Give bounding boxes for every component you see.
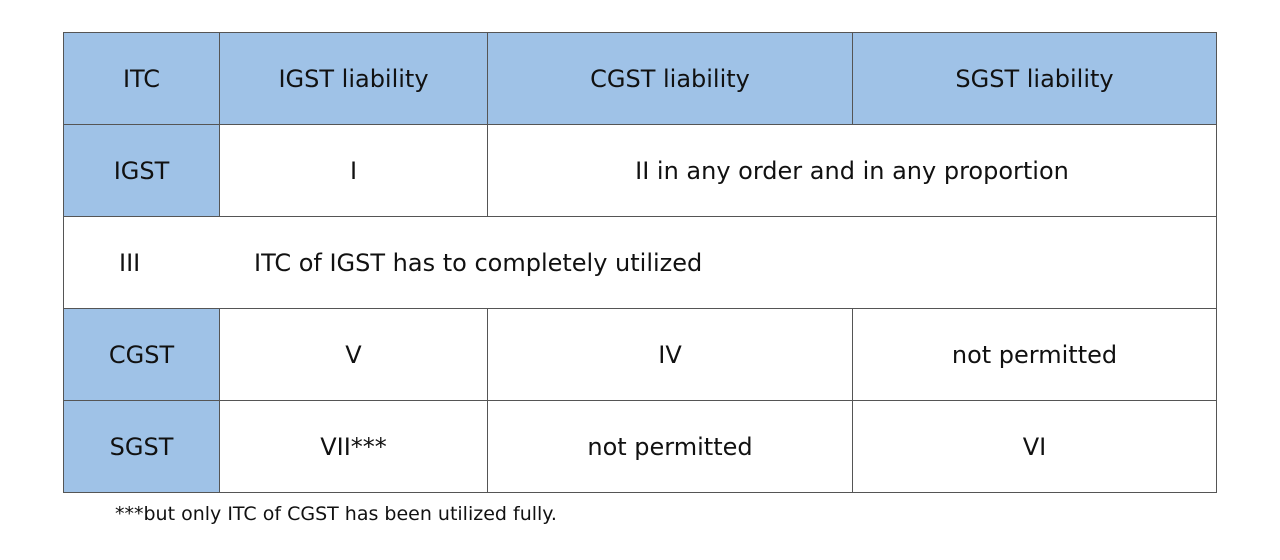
row-iii: III ITC of IGST has to completely utiliz… (63, 216, 1217, 309)
header-igst-liability: IGST liability (219, 32, 488, 125)
cell-igst-rest: II in any order and in any proportion (487, 124, 1217, 217)
cell-sgst-sgst: VI (852, 400, 1217, 493)
row-label-sgst: SGST (63, 400, 220, 493)
cell-cgst-sgst: not permitted (852, 308, 1217, 401)
header-sgst-liability: SGST liability (852, 32, 1217, 125)
cell-sgst-igst: VII*** (219, 400, 488, 493)
footnote: ***but only ITC of CGST has been utilize… (115, 503, 557, 525)
cell-sgst-cgst: not permitted (487, 400, 853, 493)
row-label-cgst: CGST (63, 308, 220, 401)
row-iii-number: III (119, 248, 141, 277)
row-label-igst: IGST (63, 124, 220, 217)
cell-igst-igst: I (219, 124, 488, 217)
header-cgst-liability: CGST liability (487, 32, 853, 125)
row-iii-text: ITC of IGST has to completely utilized (254, 248, 703, 277)
header-itc: ITC (63, 32, 220, 125)
cell-cgst-cgst: IV (487, 308, 853, 401)
cell-cgst-igst: V (219, 308, 488, 401)
